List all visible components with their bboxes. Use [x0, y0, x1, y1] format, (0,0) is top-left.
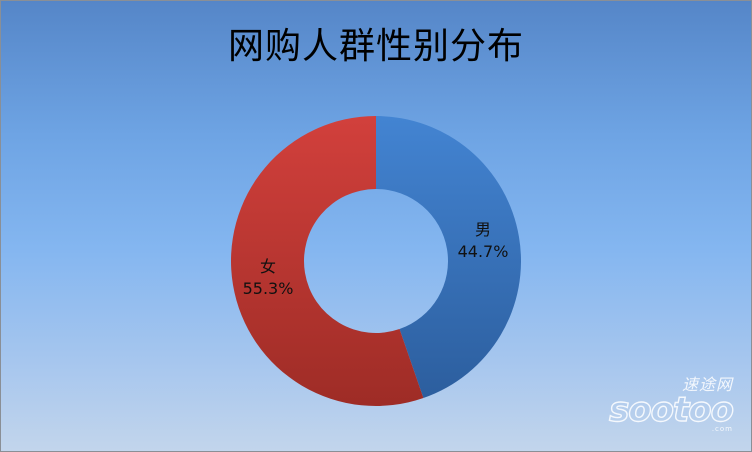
- watermark-en: sootoo: [609, 395, 733, 425]
- slice-name-male: 男: [438, 219, 528, 241]
- watermark-logo: 速途网 sootoo .com: [609, 371, 733, 433]
- slice-value-male: 44.7%: [438, 241, 528, 263]
- slice-label-female: 女 55.3%: [223, 256, 313, 300]
- slice-label-male: 男 44.7%: [438, 219, 528, 263]
- slice-value-female: 55.3%: [223, 278, 313, 300]
- slice-name-female: 女: [223, 256, 313, 278]
